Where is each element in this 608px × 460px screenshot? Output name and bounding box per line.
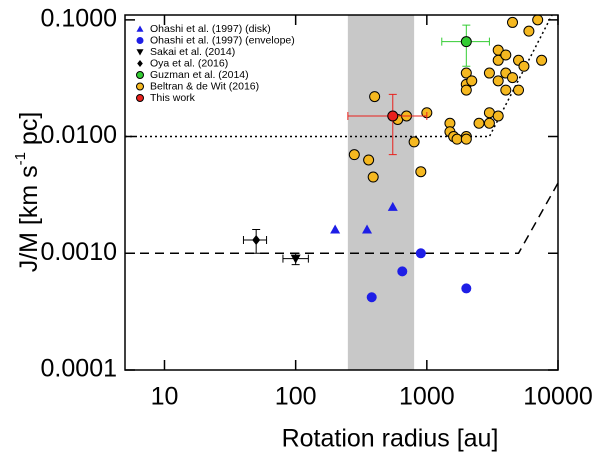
marker xyxy=(136,37,144,44)
marker xyxy=(507,72,519,84)
plot-area xyxy=(125,15,558,370)
plot-frame xyxy=(124,14,559,371)
marker xyxy=(252,234,261,245)
marker xyxy=(330,224,341,234)
marker xyxy=(362,224,373,234)
marker xyxy=(473,117,485,129)
marker xyxy=(415,166,427,178)
legend-label: Sakai et al. (2014) xyxy=(150,46,235,58)
model-line xyxy=(125,15,553,138)
legend-label: Ohashi et al. (1997) (envelope) xyxy=(150,34,295,46)
marker xyxy=(348,149,360,161)
y-label-part: J/M [km s xyxy=(15,165,43,272)
marker xyxy=(367,171,379,183)
marker xyxy=(518,60,530,72)
marker xyxy=(460,84,472,96)
marker xyxy=(460,36,472,48)
shaded-band xyxy=(347,15,415,370)
marker xyxy=(408,136,420,148)
legend-label: Beltran & de Wit (2016) xyxy=(150,80,259,92)
marker xyxy=(136,82,144,91)
x-tick-label: 10000 xyxy=(523,383,593,411)
marker xyxy=(500,84,512,96)
y-tick-label: 0.0001 xyxy=(41,355,117,383)
legend-label: Guzman et al. (2014) xyxy=(150,69,249,81)
marker xyxy=(397,266,408,277)
y-label-sup: -1 xyxy=(12,152,29,165)
marker xyxy=(492,54,504,66)
marker xyxy=(466,75,478,87)
marker xyxy=(415,248,426,259)
marker xyxy=(513,84,525,96)
marker xyxy=(136,94,144,102)
y-tick-label: 0.1000 xyxy=(41,4,117,32)
marker xyxy=(532,15,544,26)
x-tick-label: 1000 xyxy=(399,383,455,411)
x-tick-label: 10 xyxy=(151,383,179,411)
y-axis-label: J/M [km s-1 pc] xyxy=(12,112,43,273)
marker xyxy=(483,67,495,79)
marker xyxy=(366,292,377,303)
legend-label: Oya et al. (2016) xyxy=(150,57,228,69)
marker xyxy=(536,54,548,66)
marker xyxy=(507,16,519,28)
marker xyxy=(460,133,472,145)
legend-label: This work xyxy=(150,92,196,104)
marker xyxy=(136,25,144,32)
marker xyxy=(492,75,504,87)
marker xyxy=(137,60,143,67)
marker xyxy=(461,283,472,294)
marker xyxy=(483,117,495,129)
y-label-part: pc] xyxy=(15,112,43,152)
legend-label: Ohashi et al. (1997) (disk) xyxy=(150,23,271,35)
marker xyxy=(500,49,512,61)
marker xyxy=(387,201,398,211)
marker xyxy=(290,254,301,264)
x-axis-label: Rotation radius [au] xyxy=(282,425,499,453)
marker xyxy=(492,110,504,122)
y-tick-label: 0.0100 xyxy=(41,121,117,149)
marker xyxy=(136,71,144,79)
marker xyxy=(136,49,144,56)
model-line xyxy=(125,182,558,255)
x-tick-label: 100 xyxy=(275,383,317,411)
marker xyxy=(523,25,535,37)
marker xyxy=(369,91,381,103)
marker xyxy=(387,110,399,122)
y-error-bar xyxy=(388,93,397,156)
marker xyxy=(460,67,472,79)
marker xyxy=(363,154,375,166)
marker xyxy=(451,133,463,145)
y-tick-label: 0.0010 xyxy=(41,238,117,266)
